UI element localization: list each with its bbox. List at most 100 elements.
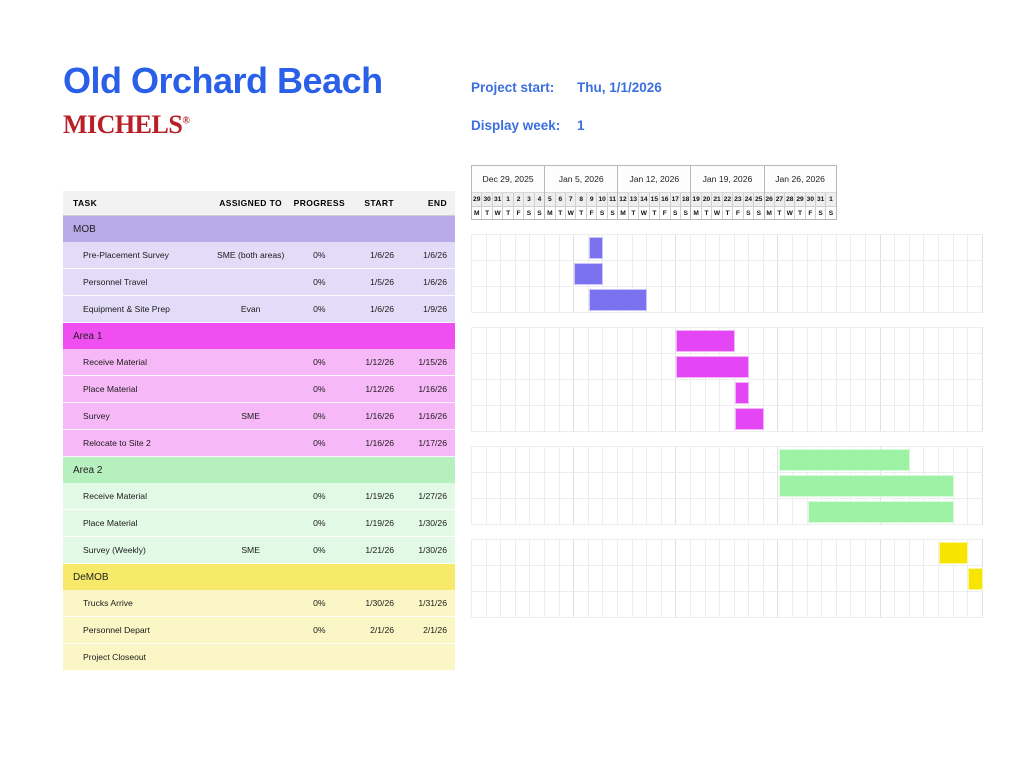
gantt-bar[interactable] <box>734 382 750 404</box>
gantt-row[interactable] <box>472 287 983 313</box>
gantt-bar[interactable] <box>676 356 750 378</box>
cell-progress: 0% <box>291 509 347 537</box>
gantt-gridlines <box>472 380 983 405</box>
gantt-row[interactable] <box>472 380 983 406</box>
table-row[interactable]: Relocate to Site 2 0% 1/16/26 1/17/26 <box>63 429 455 457</box>
week-day-numbers: 19 20 21 22 23 24 25 <box>691 193 764 206</box>
section-name: DeMOB <box>63 563 455 590</box>
gantt-section-block <box>471 234 983 313</box>
table-row[interactable]: Pre-Placement Survey SME (both areas) 0% 1/… <box>63 242 455 269</box>
column-header-end[interactable]: END <box>400 191 455 216</box>
table-row[interactable]: Receive Material 0% 1/19/26 1/27/26 <box>63 483 455 510</box>
day-number: 27 <box>774 193 786 206</box>
gantt-row[interactable] <box>472 473 983 499</box>
gantt-bar[interactable] <box>676 330 735 352</box>
gantt-row[interactable] <box>472 354 983 380</box>
section-header-row[interactable]: MOB <box>63 215 455 242</box>
gantt-row[interactable] <box>472 499 983 525</box>
cell-end: 1/6/26 <box>400 242 455 269</box>
cell-start: 1/6/26 <box>346 295 401 323</box>
cell-task: Survey (Weekly) <box>63 536 210 564</box>
day-of-week: M <box>618 206 629 219</box>
table-row[interactable]: Survey (Weekly) SME 0% 1/21/26 1/30/26 <box>63 536 455 564</box>
column-header-assigned[interactable]: ASSIGNED TO <box>209 191 292 216</box>
column-header-task[interactable]: TASK <box>63 191 210 216</box>
cell-task: Trucks Arrive <box>63 590 210 617</box>
cell-task: Personnel Depart <box>63 616 210 644</box>
gantt-row[interactable] <box>472 540 983 566</box>
gantt-row[interactable] <box>472 261 983 287</box>
day-number: 23 <box>733 193 744 206</box>
gantt-row[interactable] <box>472 406 983 432</box>
day-number: 16 <box>660 193 671 206</box>
day-of-week: M <box>691 206 702 219</box>
section-header-row[interactable]: Area 1 <box>63 322 455 349</box>
gantt-bar[interactable] <box>588 289 648 311</box>
gantt-row[interactable] <box>472 447 983 473</box>
table-row[interactable]: Receive Material 0% 1/12/26 1/15/26 <box>63 349 455 376</box>
project-start-value[interactable]: Thu, 1/1/2026 <box>577 80 662 95</box>
table-row[interactable]: Survey SME 0% 1/16/26 1/16/26 <box>63 402 455 430</box>
gantt-row[interactable] <box>472 566 983 592</box>
display-week-row: Display week: 1 <box>471 118 585 133</box>
week-label: Jan 12, 2026 <box>618 166 691 193</box>
display-week-value[interactable]: 1 <box>577 118 585 133</box>
cell-task: Relocate to Site 2 <box>63 429 210 457</box>
table-row[interactable]: Project Closeout <box>63 643 455 671</box>
column-header-start[interactable]: START <box>346 191 401 216</box>
cell-end: 1/16/26 <box>400 402 455 430</box>
day-of-week: F <box>805 206 816 219</box>
section-header-row[interactable]: DeMOB <box>63 563 455 590</box>
week-day-numbers: 5 6 7 8 9 10 11 <box>545 193 618 206</box>
section-name: Area 1 <box>63 322 455 349</box>
day-of-week: M <box>545 206 556 219</box>
gantt-bar[interactable] <box>807 501 954 523</box>
project-start-row: Project start: Thu, 1/1/2026 <box>471 80 662 95</box>
day-of-week: S <box>680 206 691 219</box>
calendar-week-column: Jan 26, 2026 26 27 28 29 30 31 1 M T W T F S S <box>763 165 837 220</box>
gantt-bar[interactable] <box>734 408 764 430</box>
day-of-week: W <box>492 206 504 219</box>
table-row[interactable]: Personnel Depart 0% 2/1/26 2/1/26 <box>63 616 455 644</box>
gantt-bar[interactable] <box>778 449 910 471</box>
gantt-row[interactable] <box>472 235 983 261</box>
gantt-bar[interactable] <box>939 542 969 564</box>
gantt-gridlines <box>472 592 983 617</box>
logo-text: MICHELS <box>63 110 183 139</box>
gantt-bar[interactable] <box>778 475 954 497</box>
day-of-week: S <box>754 206 764 219</box>
cell-progress: 0% <box>291 242 347 269</box>
cell-end: 1/27/26 <box>400 483 455 510</box>
cell-start: 2/1/26 <box>346 616 401 644</box>
calendar-week-column: Jan 12, 2026 12 13 14 15 16 17 18 M T W T F S S <box>617 165 691 220</box>
gantt-section-block <box>471 539 983 618</box>
cell-end: 1/30/26 <box>400 536 455 564</box>
day-of-week: T <box>503 206 514 219</box>
table-row[interactable]: Place Material 0% 1/19/26 1/30/26 <box>63 509 455 537</box>
day-of-week: T <box>576 206 587 219</box>
cell-progress: 0% <box>291 295 347 323</box>
table-row[interactable]: Trucks Arrive 0% 1/30/26 1/31/26 <box>63 590 455 617</box>
section-header-row[interactable]: Area 2 <box>63 456 455 483</box>
cell-progress <box>291 643 347 671</box>
cell-end: 1/31/26 <box>400 590 455 617</box>
gantt-row[interactable] <box>472 328 983 354</box>
table-row[interactable]: Place Material 0% 1/12/26 1/16/26 <box>63 375 455 403</box>
day-of-week: F <box>733 206 744 219</box>
day-number: 26 <box>764 193 775 206</box>
day-number: 1 <box>826 193 836 206</box>
table-row[interactable]: Equipment & Site Prep Evan 0% 1/6/26 1/9/26 <box>63 295 455 323</box>
day-of-week: S <box>534 206 545 219</box>
table-row[interactable]: Personnel Travel 0% 1/5/26 1/6/26 <box>63 268 455 296</box>
task-table: TASK ASSIGNED TO PROGRESS START END MOB P… <box>63 191 455 671</box>
day-of-week: S <box>670 206 681 219</box>
day-of-week: S <box>597 206 608 219</box>
gantt-bar[interactable] <box>574 263 604 285</box>
gantt-row[interactable] <box>472 592 983 618</box>
column-header-progress[interactable]: PROGRESS <box>291 191 347 216</box>
gantt-bar[interactable] <box>588 237 604 259</box>
gantt-bar[interactable] <box>968 568 983 590</box>
